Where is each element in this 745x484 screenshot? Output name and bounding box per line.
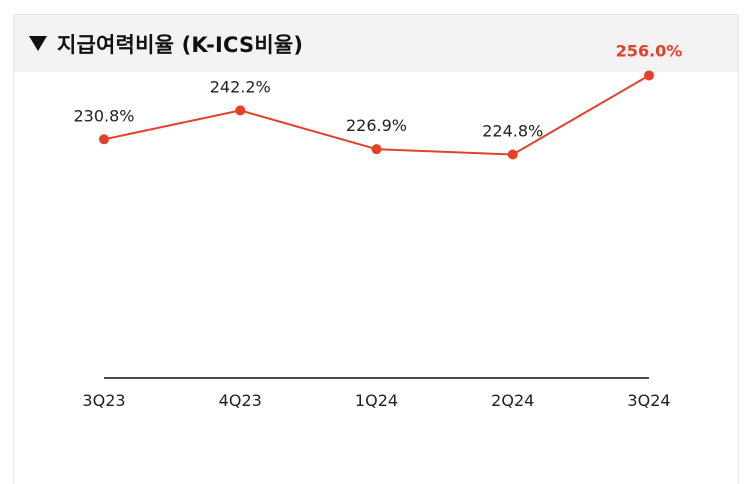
x-tick-label-1Q24: 1Q24 [355,391,398,410]
triangle-down-icon [29,36,47,51]
chart-title: 지급여력비율 (K-ICS비율) [57,32,304,57]
value-label-4Q23: 242.2% [210,77,271,96]
x-tick-label-3Q24: 3Q24 [627,391,670,410]
panel-header: 지급여력비율 (K-ICS비율) [14,15,738,72]
x-tick-label-3Q23: 3Q23 [82,391,125,410]
x-tick-label-4Q23: 4Q23 [219,391,262,410]
series-line [103,74,650,156]
x-tick-label-2Q24: 2Q24 [491,391,534,410]
data-point-3Q23 [99,134,109,145]
data-point-3Q24 [644,70,654,81]
data-point-2Q24 [507,149,518,160]
value-label-2Q24: 224.8% [482,122,543,141]
value-label-3Q24: 256.0% [616,41,683,60]
data-point-4Q23 [235,105,246,116]
data-point-1Q24 [371,144,382,155]
value-label-1Q24: 226.9% [346,116,407,135]
value-label-3Q23: 230.8% [73,106,134,125]
